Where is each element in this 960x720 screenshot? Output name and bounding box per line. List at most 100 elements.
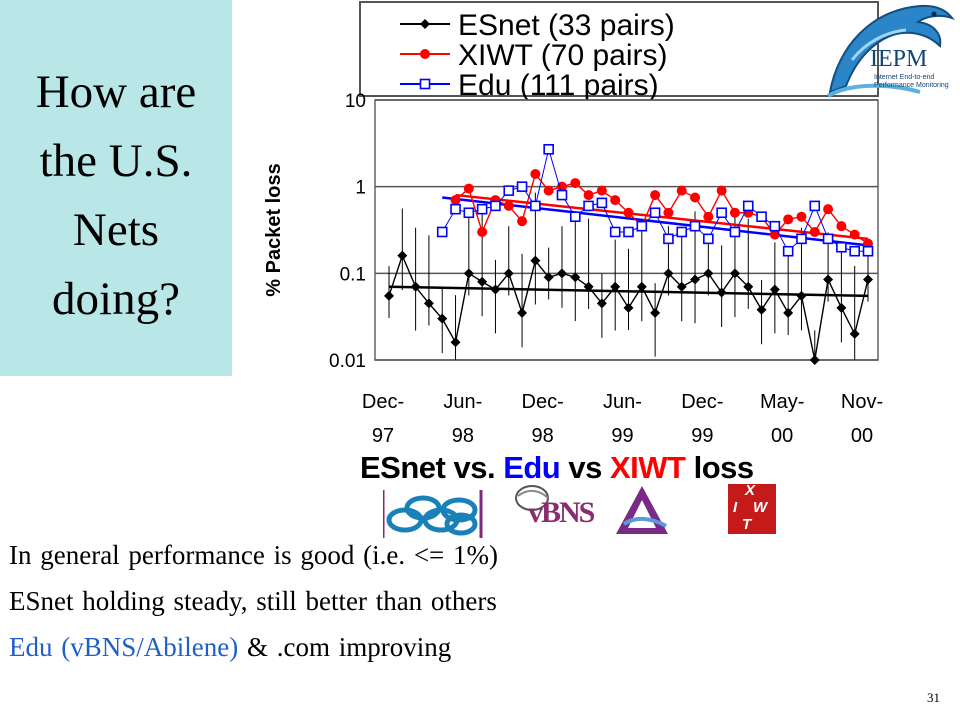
title-line: doing? (52, 273, 180, 325)
x-tick-label: 00 (851, 425, 873, 447)
data-point (703, 211, 714, 222)
data-point (450, 337, 461, 348)
data-point (530, 200, 541, 212)
y-tick-label: 10 (345, 91, 366, 112)
data-point (703, 268, 714, 279)
data-point (796, 233, 807, 245)
data-point (543, 272, 554, 283)
data-point (476, 203, 488, 215)
title-line: How are (35, 66, 197, 118)
data-point (503, 200, 514, 211)
data-point (397, 250, 408, 261)
y-tick-label: 0.1 (340, 264, 366, 285)
data-point (689, 220, 701, 232)
vbns-globe-icon (515, 485, 549, 511)
data-point (756, 211, 767, 223)
chart-caption: ESnet vs. Edu vs XIWT loss (360, 450, 754, 486)
data-point (676, 226, 688, 238)
data-point (716, 207, 727, 219)
legend-label: ESnet (33 pairs) (458, 9, 675, 42)
data-point (556, 189, 568, 201)
data-point (436, 226, 448, 238)
abilene-triangle-icon (616, 486, 668, 534)
data-point (849, 245, 860, 257)
caption-xiwt: XIWT (609, 450, 686, 485)
data-point (796, 290, 807, 301)
x-tick-label: 00 (771, 425, 793, 447)
x-tick-label: 99 (611, 425, 633, 447)
xiwt-logo: X I W T (728, 482, 776, 534)
data-point (570, 272, 581, 283)
data-point (729, 268, 740, 279)
legend-label: XIWT (70 pairs) (458, 39, 668, 72)
iepm-logo-tagline: Internet End-to-end Performance Monitori… (874, 74, 949, 89)
data-point (809, 355, 820, 365)
data-point (716, 287, 727, 298)
iepm-logo-name: IEPM (870, 46, 928, 72)
data-point (649, 207, 661, 219)
data-point (836, 221, 847, 232)
vbns-logo-text: vBNS (528, 496, 595, 529)
data-point (716, 185, 727, 196)
trend-line (388, 285, 869, 298)
data-point (809, 226, 820, 237)
data-point (450, 195, 461, 206)
data-point (742, 200, 754, 212)
vbns-logo: vBNS (512, 484, 595, 536)
data-point (809, 200, 821, 212)
data-point (663, 207, 674, 218)
data-point (583, 200, 594, 212)
data-point (503, 185, 515, 196)
data-point (423, 298, 434, 309)
dolphin-icon (826, 4, 955, 98)
chain-rings-icon (381, 490, 483, 538)
data-point (783, 307, 794, 318)
data-point (823, 204, 834, 215)
data-point (384, 290, 394, 301)
data-point (769, 284, 780, 295)
caption-esnet: ESnet vs. (360, 450, 504, 485)
data-point (743, 281, 754, 292)
data-point (623, 302, 634, 313)
bullet-item: ESnet holding steady, still better than … (9, 586, 497, 616)
data-point (610, 195, 621, 206)
data-point (583, 190, 594, 201)
slide-number: 31 (927, 690, 940, 705)
data-point (623, 226, 634, 238)
caption-edu: Edu (503, 450, 561, 485)
slide-title: How are the U.S. Nets doing? (0, 58, 232, 334)
x-tick-label: 97 (372, 425, 394, 447)
data-point (609, 226, 621, 238)
trend-line (455, 193, 869, 241)
data-point (490, 284, 501, 295)
bullet-edu-text: Edu (vBNS/Abilene) (9, 632, 239, 662)
data-point (556, 181, 567, 192)
data-point (690, 192, 701, 203)
esnet-logo (381, 490, 483, 538)
data-point (503, 268, 514, 279)
data-point (769, 229, 780, 240)
data-point (636, 281, 647, 292)
data-point (676, 185, 687, 196)
data-point (477, 226, 488, 237)
data-point (517, 216, 528, 227)
data-point (663, 268, 674, 279)
x-tick-label: Jun- (443, 391, 482, 413)
bullet-rest-text: & .com improving (238, 632, 452, 662)
data-point (823, 274, 834, 285)
data-point (690, 274, 701, 285)
y-axis-label: % Packet loss (263, 163, 285, 296)
data-point (437, 313, 448, 324)
data-point (650, 190, 661, 201)
data-point (450, 203, 461, 215)
x-tick-label: 98 (452, 425, 474, 447)
xiwt-letter: I (733, 499, 738, 516)
title-line: the U.S. (39, 135, 193, 187)
caption-vs: vs (560, 450, 610, 485)
bullet-item: Edu (vBNS/Abilene) & .com improving (9, 624, 498, 670)
legend-label: Edu (111 pairs) (458, 69, 659, 102)
data-point (783, 214, 794, 225)
data-point (570, 178, 581, 189)
bullet-list: In general performance is good (i.e. <= … (9, 532, 498, 670)
